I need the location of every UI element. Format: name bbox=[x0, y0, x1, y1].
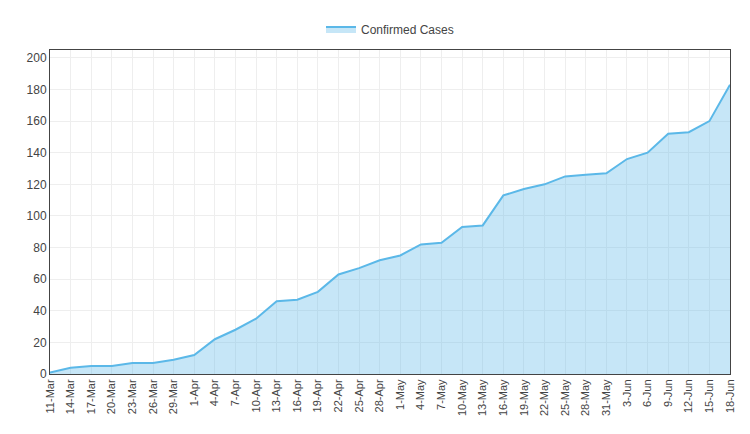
svg-text:18-Jun: 18-Jun bbox=[724, 379, 736, 413]
svg-text:7-May: 7-May bbox=[435, 379, 447, 410]
svg-text:16-May: 16-May bbox=[497, 379, 509, 416]
svg-text:1-Apr: 1-Apr bbox=[188, 379, 200, 406]
svg-text:20: 20 bbox=[33, 336, 47, 350]
svg-text:0: 0 bbox=[40, 367, 47, 381]
svg-text:140: 140 bbox=[27, 146, 47, 160]
svg-text:22-May: 22-May bbox=[538, 379, 550, 416]
svg-text:4-May: 4-May bbox=[414, 379, 426, 410]
svg-text:60: 60 bbox=[33, 272, 47, 286]
svg-text:120: 120 bbox=[27, 178, 47, 192]
svg-text:19-Apr: 19-Apr bbox=[311, 379, 323, 412]
svg-text:28-May: 28-May bbox=[579, 379, 591, 416]
svg-text:100: 100 bbox=[27, 209, 47, 223]
svg-text:11-Mar: 11-Mar bbox=[44, 379, 56, 413]
svg-text:13-May: 13-May bbox=[476, 379, 488, 416]
svg-text:10-Apr: 10-Apr bbox=[250, 379, 262, 412]
svg-text:4-Apr: 4-Apr bbox=[208, 379, 220, 406]
svg-text:25-May: 25-May bbox=[559, 379, 571, 416]
svg-text:23-Mar: 23-Mar bbox=[126, 379, 138, 414]
svg-text:7-Apr: 7-Apr bbox=[229, 379, 241, 406]
svg-text:20-Mar: 20-Mar bbox=[105, 379, 117, 414]
svg-text:10-May: 10-May bbox=[456, 379, 468, 416]
svg-text:26-Mar: 26-Mar bbox=[147, 379, 159, 414]
svg-text:17-Mar: 17-Mar bbox=[85, 379, 97, 414]
svg-text:40: 40 bbox=[33, 304, 47, 318]
svg-text:19-May: 19-May bbox=[518, 379, 530, 416]
svg-text:160: 160 bbox=[27, 114, 47, 128]
svg-text:6-Jun: 6-Jun bbox=[641, 379, 653, 407]
svg-text:25-Apr: 25-Apr bbox=[353, 379, 365, 412]
svg-text:22-Apr: 22-Apr bbox=[332, 379, 344, 412]
svg-text:1-May: 1-May bbox=[394, 379, 406, 410]
svg-text:31-May: 31-May bbox=[600, 379, 612, 416]
svg-text:14-Mar: 14-Mar bbox=[64, 379, 76, 414]
svg-text:3-Jun: 3-Jun bbox=[621, 379, 633, 407]
svg-text:12-Jun: 12-Jun bbox=[682, 379, 694, 413]
svg-text:13-Apr: 13-Apr bbox=[270, 379, 282, 412]
svg-text:Confirmed Cases: Confirmed Cases bbox=[361, 23, 454, 37]
svg-text:80: 80 bbox=[33, 241, 47, 255]
svg-text:9-Jun: 9-Jun bbox=[662, 379, 674, 407]
svg-text:16-Apr: 16-Apr bbox=[291, 379, 303, 412]
svg-text:29-Mar: 29-Mar bbox=[167, 379, 179, 414]
svg-text:28-Apr: 28-Apr bbox=[373, 379, 385, 412]
svg-text:180: 180 bbox=[27, 83, 47, 97]
svg-text:200: 200 bbox=[27, 51, 47, 65]
svg-text:15-Jun: 15-Jun bbox=[703, 379, 715, 413]
